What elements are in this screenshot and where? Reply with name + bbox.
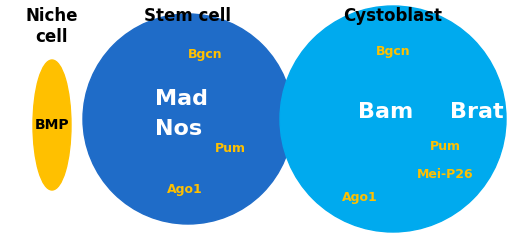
Text: Ago1: Ago1: [167, 183, 203, 195]
Text: BMP: BMP: [35, 118, 69, 132]
Text: Mei-P26: Mei-P26: [417, 168, 473, 182]
Circle shape: [83, 14, 293, 224]
Circle shape: [280, 6, 506, 232]
Text: Bgcn: Bgcn: [376, 45, 410, 59]
Text: Ago1: Ago1: [342, 190, 378, 204]
Text: Bam: Bam: [358, 102, 413, 122]
Text: Pum: Pum: [215, 143, 246, 156]
Text: Niche
cell: Niche cell: [26, 7, 78, 46]
Text: Mad: Mad: [155, 89, 208, 109]
Text: Bgcn: Bgcn: [188, 48, 222, 62]
Text: Cystoblast: Cystoblast: [343, 7, 442, 25]
Text: Brat: Brat: [450, 102, 503, 122]
Ellipse shape: [33, 60, 71, 190]
Text: Pum: Pum: [430, 141, 460, 153]
Text: Nos: Nos: [155, 119, 202, 139]
Text: Stem cell: Stem cell: [145, 7, 231, 25]
